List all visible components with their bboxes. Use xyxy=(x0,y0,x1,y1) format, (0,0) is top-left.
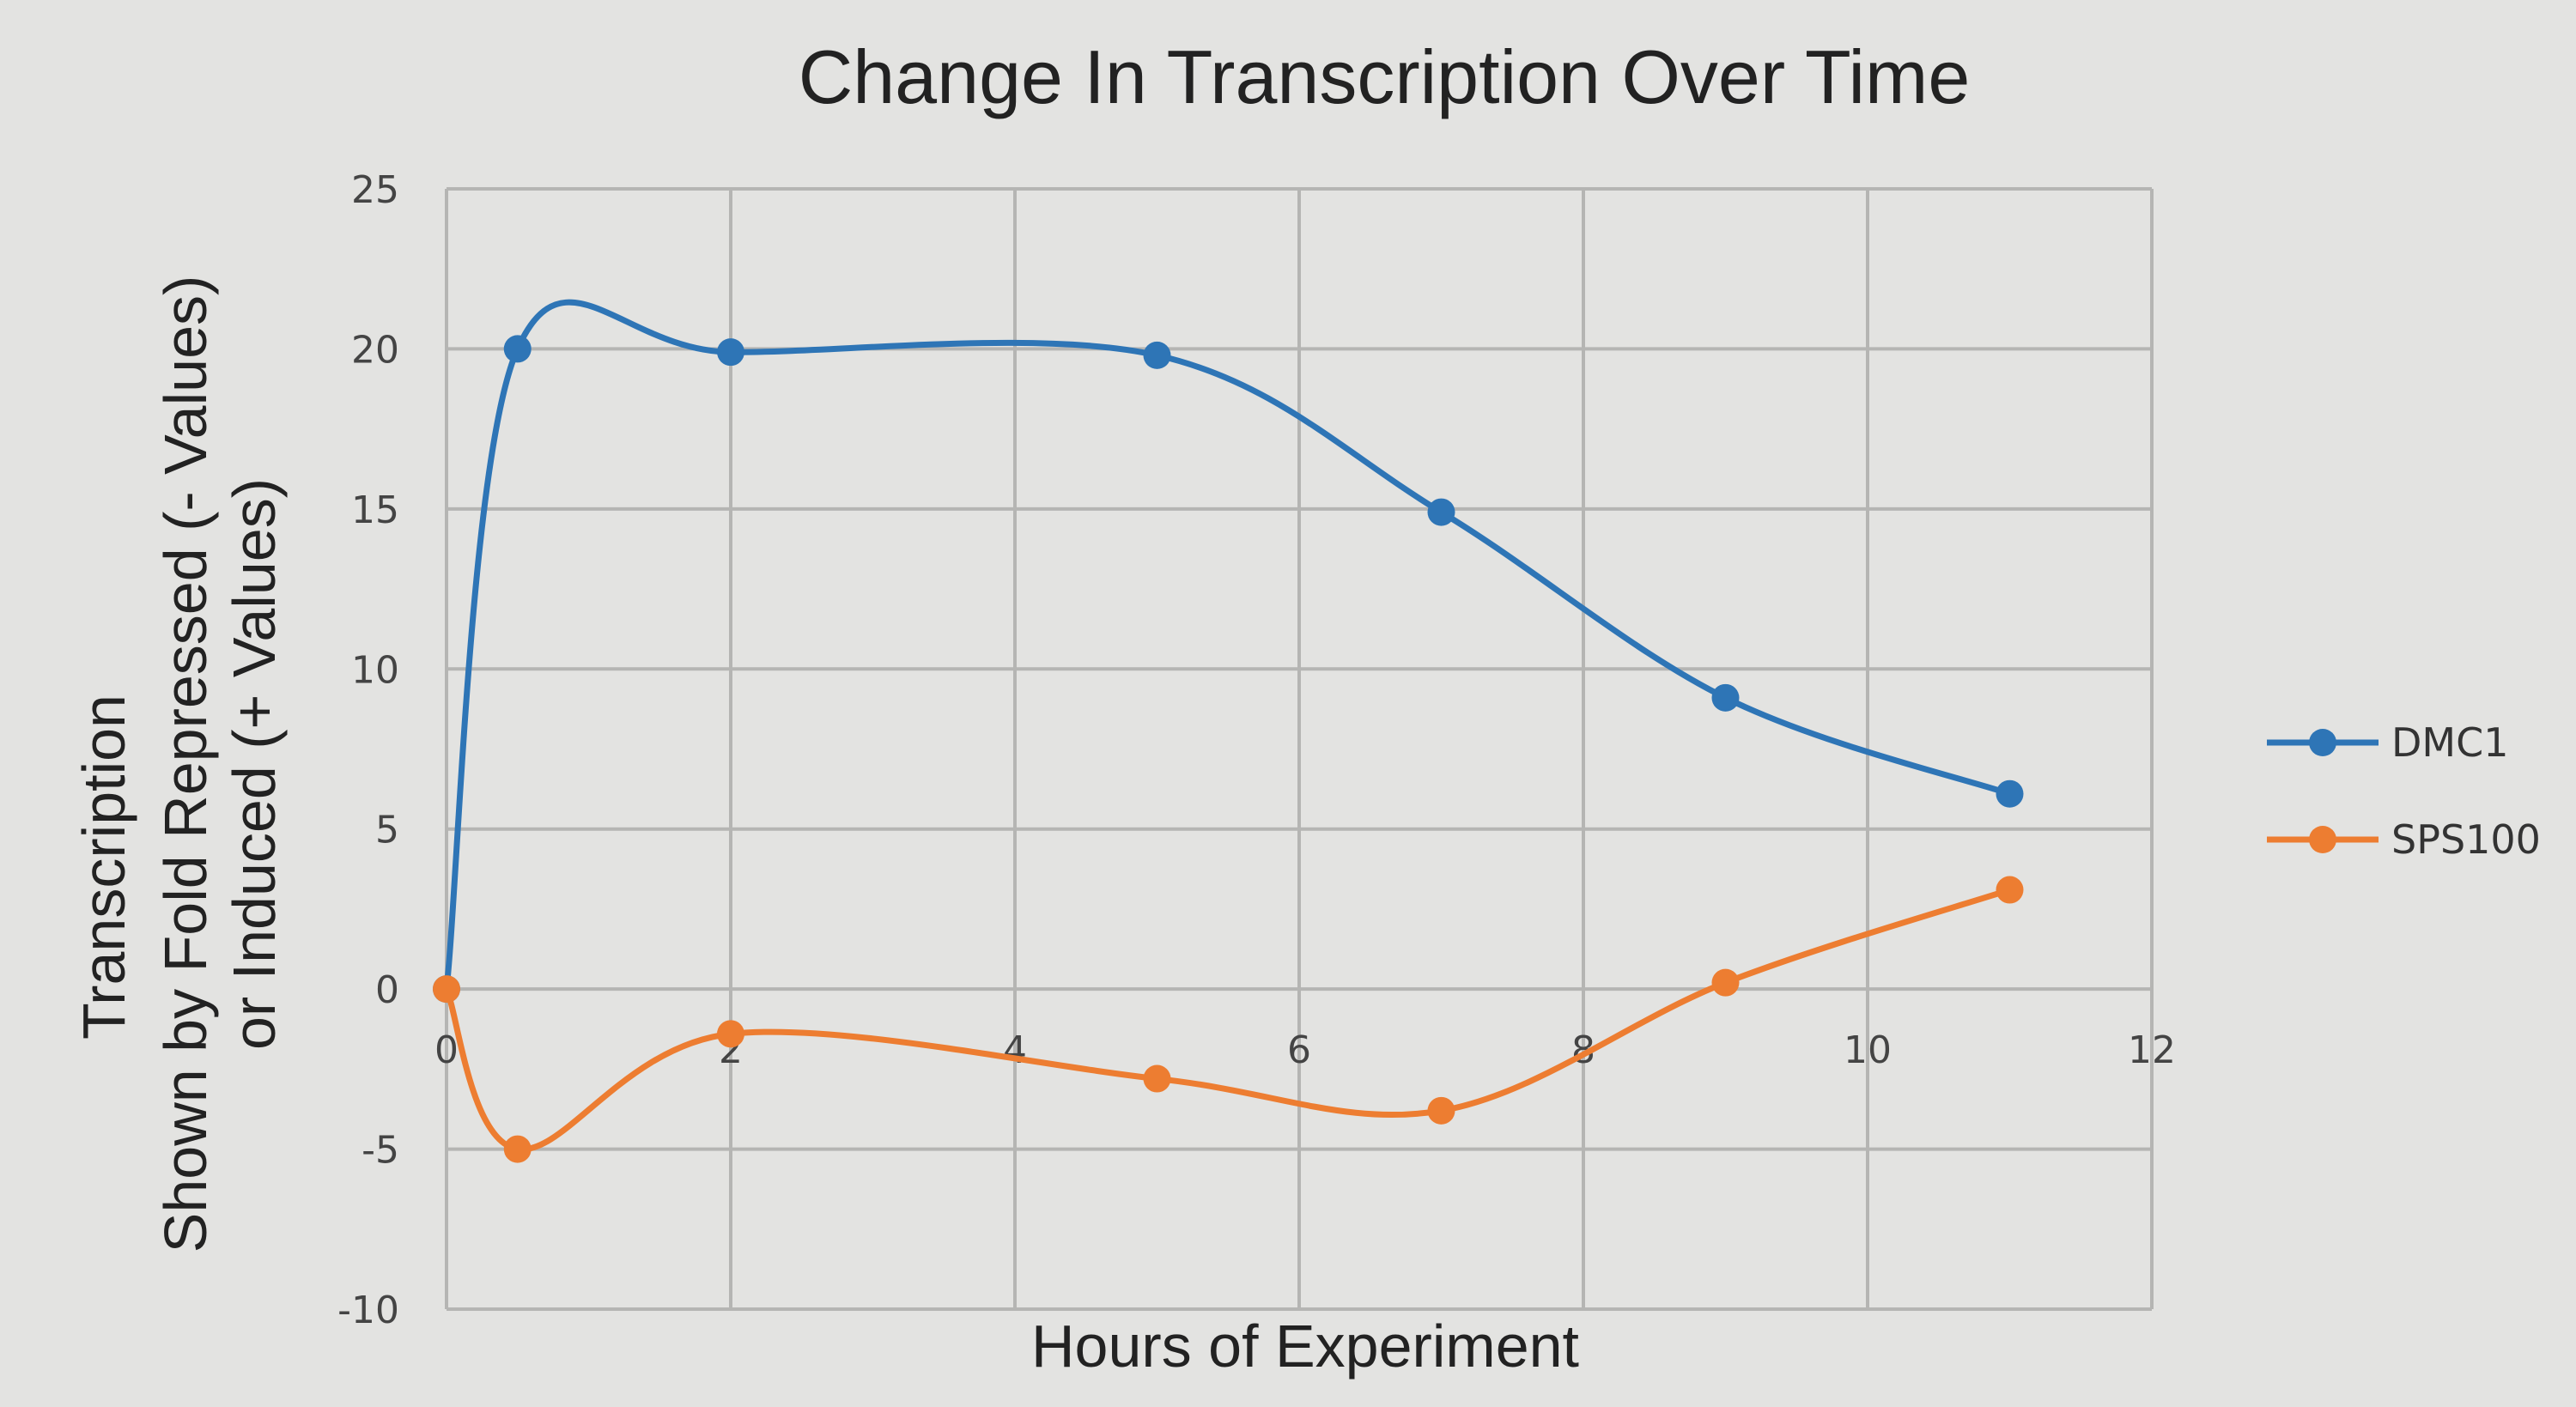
x-tick-label: 0 xyxy=(434,1028,459,1072)
y-tick-label: -5 xyxy=(361,1129,399,1173)
dmc1-point xyxy=(1143,341,1171,369)
grid xyxy=(445,187,2154,1311)
x-tick-label: 4 xyxy=(1003,1028,1027,1072)
y-tick-label: 25 xyxy=(351,168,399,212)
dmc1-legend-marker xyxy=(2309,729,2336,756)
legend: DMC1 SPS100 xyxy=(2267,719,2541,863)
sps100-point xyxy=(503,1135,532,1163)
dmc1-point xyxy=(1711,683,1740,712)
chart-title: Change In Transcription Over Time xyxy=(799,34,1971,119)
y-axis-title: Transcription xyxy=(70,694,137,1040)
y-tick-label: 10 xyxy=(351,648,399,692)
y-tick-labels: 25 20 15 10 5 0 -5 -10 xyxy=(337,168,399,1332)
x-tick-label: 6 xyxy=(1287,1028,1311,1072)
y-tick-label: 0 xyxy=(375,968,399,1012)
sps100-point xyxy=(1711,968,1740,997)
y-axis-title-line2: Shown by Fold Repressed (- Values) xyxy=(152,276,219,1253)
sps100-point xyxy=(717,1020,744,1048)
dmc1-point xyxy=(1996,779,2024,808)
y-tick-label: 20 xyxy=(351,328,399,372)
y-axis-title-line1: Transcription xyxy=(70,694,137,1040)
y-axis-title-line3: or Induced (+ Values) xyxy=(221,478,288,1050)
sps100-legend-marker xyxy=(2309,826,2336,853)
x-tick-label: 12 xyxy=(2128,1028,2176,1072)
dmc1-point xyxy=(503,335,532,363)
sps100-legend-label: SPS100 xyxy=(2391,816,2541,863)
y-tick-label: 5 xyxy=(375,809,399,852)
x-axis-title: Hours of Experiment xyxy=(1031,1313,1579,1380)
sps100-point xyxy=(1427,1096,1455,1125)
y-tick-label: 15 xyxy=(351,488,399,532)
sps100-point xyxy=(1996,876,2024,904)
x-tick-label: 10 xyxy=(1844,1028,1892,1072)
y-tick-label: -10 xyxy=(337,1289,399,1332)
dmc1-line xyxy=(443,299,2011,990)
dmc1-point xyxy=(717,338,744,367)
x-tick-labels: 0 2 4 6 8 10 12 xyxy=(434,1028,2176,1072)
sps100-point xyxy=(1143,1064,1171,1093)
sps100-line xyxy=(443,887,2011,1153)
sps100-point xyxy=(433,975,460,1004)
dmc1-legend-label: DMC1 xyxy=(2391,719,2509,766)
dmc1-point xyxy=(1427,498,1455,526)
series-group xyxy=(433,299,2024,1163)
